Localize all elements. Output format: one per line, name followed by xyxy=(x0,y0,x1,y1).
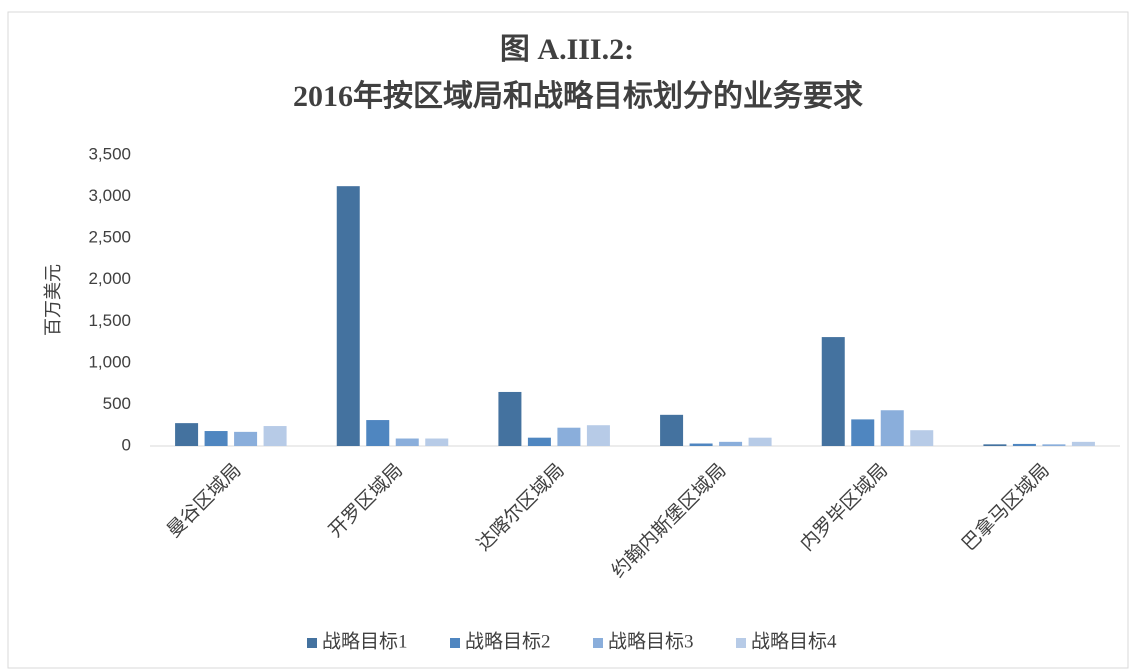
legend-label: 战略目标2 xyxy=(465,630,551,652)
bar xyxy=(366,420,390,446)
bar xyxy=(821,337,845,446)
y-axis-label: 百万美元 xyxy=(43,264,63,336)
bar xyxy=(880,410,904,446)
y-tick-label: 1,000 xyxy=(88,352,131,371)
y-tick-label: 2,500 xyxy=(88,228,131,247)
y-tick-label: 0 xyxy=(122,435,131,454)
bar xyxy=(498,391,522,446)
y-tick-label: 1,500 xyxy=(88,311,131,330)
legend-swatch xyxy=(736,638,746,648)
bar xyxy=(586,425,610,446)
y-tick-label: 3,500 xyxy=(88,144,131,163)
bar xyxy=(1042,444,1066,446)
bar xyxy=(204,431,228,446)
bar xyxy=(395,438,419,446)
bar xyxy=(748,437,772,446)
bar xyxy=(425,438,449,446)
y-tick-label: 500 xyxy=(103,394,131,413)
bar xyxy=(175,423,199,446)
bar xyxy=(719,441,743,446)
legend-swatch xyxy=(450,638,460,648)
bar xyxy=(1012,443,1036,446)
y-tick-label: 2,000 xyxy=(88,269,131,288)
bar xyxy=(557,427,581,446)
frame xyxy=(7,11,1129,669)
y-tick-label: 3,000 xyxy=(88,186,131,205)
legend-swatch xyxy=(593,638,603,648)
chart-title: 图 A.III.2: xyxy=(500,33,634,66)
bar xyxy=(660,414,684,446)
legend-label: 战略目标3 xyxy=(608,630,694,652)
bar xyxy=(851,419,875,446)
bar xyxy=(336,186,360,446)
bar xyxy=(263,426,287,446)
bar xyxy=(234,431,258,446)
legend-label: 战略目标4 xyxy=(751,630,837,652)
bar xyxy=(1071,441,1095,446)
bar xyxy=(983,444,1007,446)
legend-swatch xyxy=(307,638,317,648)
legend-label: 战略目标1 xyxy=(322,630,408,652)
bar xyxy=(527,437,551,446)
bar xyxy=(910,430,934,446)
chart-subtitle: 2016年按区域局和战略目标划分的业务要求 xyxy=(293,80,863,113)
bar xyxy=(689,443,713,446)
